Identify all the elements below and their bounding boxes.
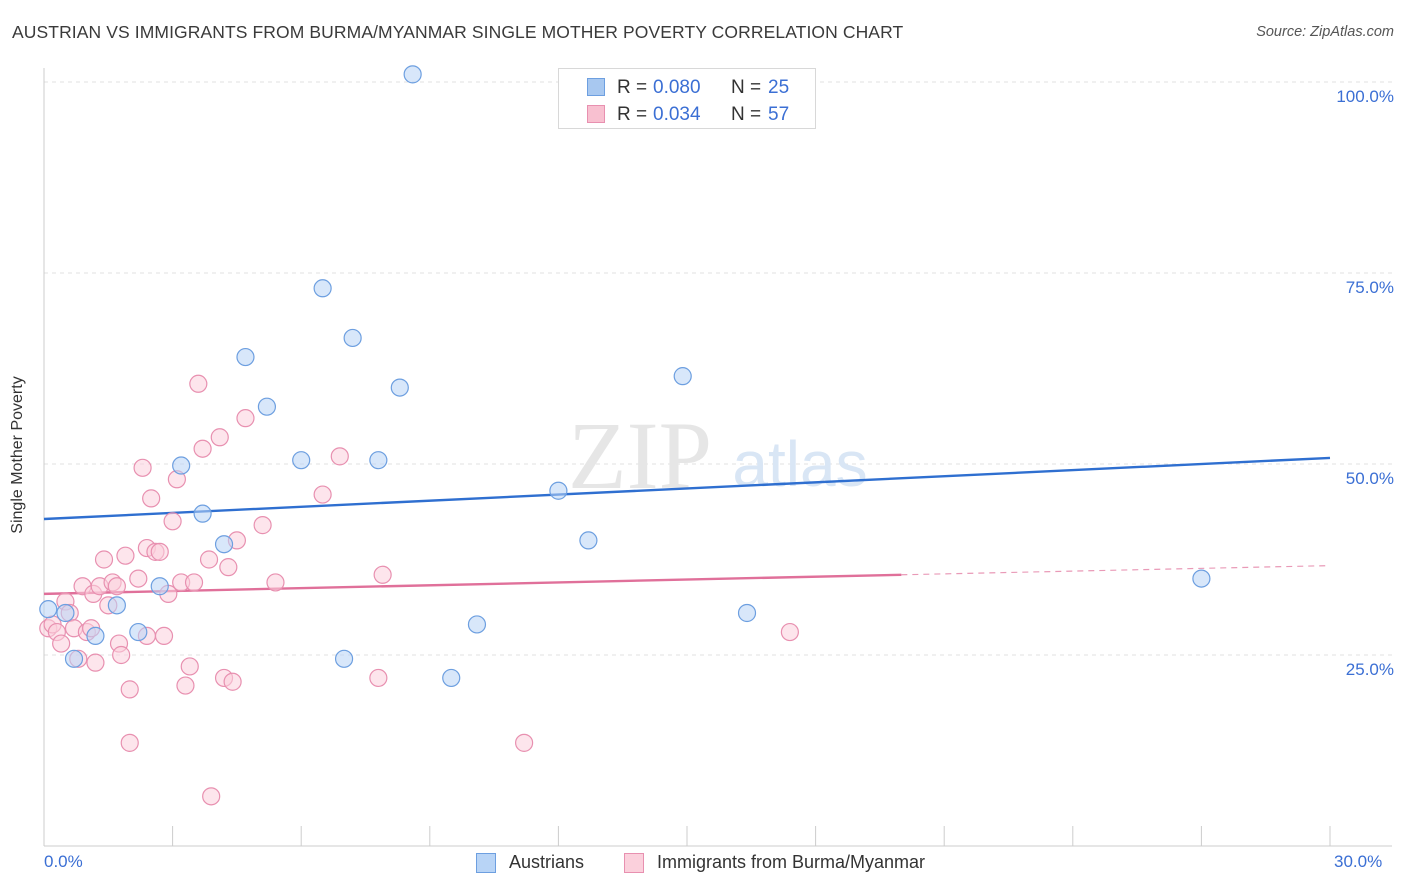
point-austrians (64, 649, 84, 668)
point-burma (52, 634, 71, 653)
x-tick-min: 0.0% (44, 852, 83, 871)
legend-swatch-burma (624, 853, 644, 873)
point-burma (163, 512, 182, 531)
point-austrians (673, 367, 692, 386)
trend-lines (43, 456, 1331, 596)
point-burma (142, 489, 161, 508)
y-tick-50: 50.0% (1345, 469, 1394, 488)
y-tick-25: 25.0% (1345, 660, 1394, 679)
point-burma (330, 447, 349, 466)
point-burma (210, 428, 229, 447)
axes (43, 68, 1392, 847)
watermark-atlas: atlas (732, 428, 867, 500)
point-austrians (369, 451, 388, 470)
point-austrians (313, 279, 332, 298)
point-burma (369, 668, 388, 688)
point-burma (780, 622, 799, 642)
trend-line-burma (43, 573, 902, 596)
point-austrians (403, 65, 422, 84)
x-tick-max: 30.0% (1334, 852, 1383, 871)
point-austrians (56, 603, 75, 623)
point-austrians (292, 451, 311, 470)
point-austrians (129, 622, 148, 642)
point-burma (193, 439, 212, 458)
point-austrians (150, 577, 169, 596)
stats-r-label: R = (617, 77, 648, 98)
point-austrians (86, 626, 105, 646)
point-burma (180, 657, 199, 676)
point-austrians (549, 481, 568, 500)
chart-source: Source: ZipAtlas.com (1256, 24, 1394, 40)
stats-swatch-austrians (587, 78, 605, 96)
point-burma (120, 680, 139, 699)
stats-n-value: 25 (768, 77, 790, 98)
point-burma (253, 516, 272, 535)
stats-n-label: N = (731, 104, 762, 125)
point-burma (202, 787, 221, 806)
point-burma (184, 573, 204, 592)
point-austrians (236, 347, 255, 367)
point-austrians (390, 378, 409, 397)
point-burma (112, 645, 131, 665)
point-burma (133, 458, 152, 477)
trend-line-burma-extension (901, 565, 1331, 576)
point-austrians (343, 328, 362, 348)
chart-title: AUSTRIAN VS IMMIGRANTS FROM BURMA/MYANMA… (12, 22, 904, 42)
watermark: ZIP atlas (568, 402, 868, 509)
trend-line-austrians (43, 456, 1331, 521)
point-austrians (442, 668, 461, 688)
point-austrians (214, 535, 234, 554)
point-burma (94, 550, 114, 569)
point-austrians (172, 456, 191, 475)
point-austrians (579, 531, 598, 550)
point-austrians (107, 596, 126, 615)
point-burma (86, 653, 105, 672)
stats-r-value: 0.034 (653, 104, 701, 125)
point-burma (515, 733, 534, 752)
point-burma (116, 546, 135, 565)
point-austrians (39, 600, 58, 619)
stats-box: R = 0.080 N = 25 R = 0.034 N = 57 (558, 68, 816, 129)
point-austrians (334, 649, 354, 668)
point-austrians (467, 615, 487, 634)
point-austrians (257, 397, 277, 416)
point-burma (223, 672, 242, 691)
point-burma (219, 558, 238, 577)
data-points (39, 65, 1211, 806)
point-burma (176, 676, 195, 695)
point-burma (313, 485, 332, 504)
point-burma (107, 577, 126, 596)
point-burma (373, 565, 392, 584)
point-burma (120, 733, 139, 752)
point-burma (266, 573, 285, 592)
point-burma (129, 569, 148, 588)
stats-swatch-burma (587, 105, 605, 123)
legend-label-austrians: Austrians (509, 852, 585, 872)
chart-legend: Austrians Immigrants from Burma/Myanmar (0, 851, 1406, 877)
point-burma (199, 550, 219, 569)
stats-r-label: R = (617, 104, 648, 125)
stats-n-label: N = (731, 77, 762, 98)
stats-n-value: 57 (768, 104, 790, 125)
grid-lines (44, 81, 1392, 656)
point-burma (236, 409, 255, 428)
legend-label-burma: Immigrants from Burma/Myanmar (657, 852, 926, 872)
point-austrians (1192, 569, 1211, 588)
point-austrians (193, 504, 212, 523)
y-tick-100: 100.0% (1336, 87, 1394, 106)
stats-r-value: 0.080 (653, 77, 701, 98)
point-austrians (737, 603, 757, 623)
point-burma (154, 626, 174, 646)
point-burma (189, 374, 208, 393)
y-tick-75: 75.0% (1345, 278, 1394, 297)
legend-swatch-austrians (476, 853, 496, 873)
point-burma (150, 542, 169, 561)
